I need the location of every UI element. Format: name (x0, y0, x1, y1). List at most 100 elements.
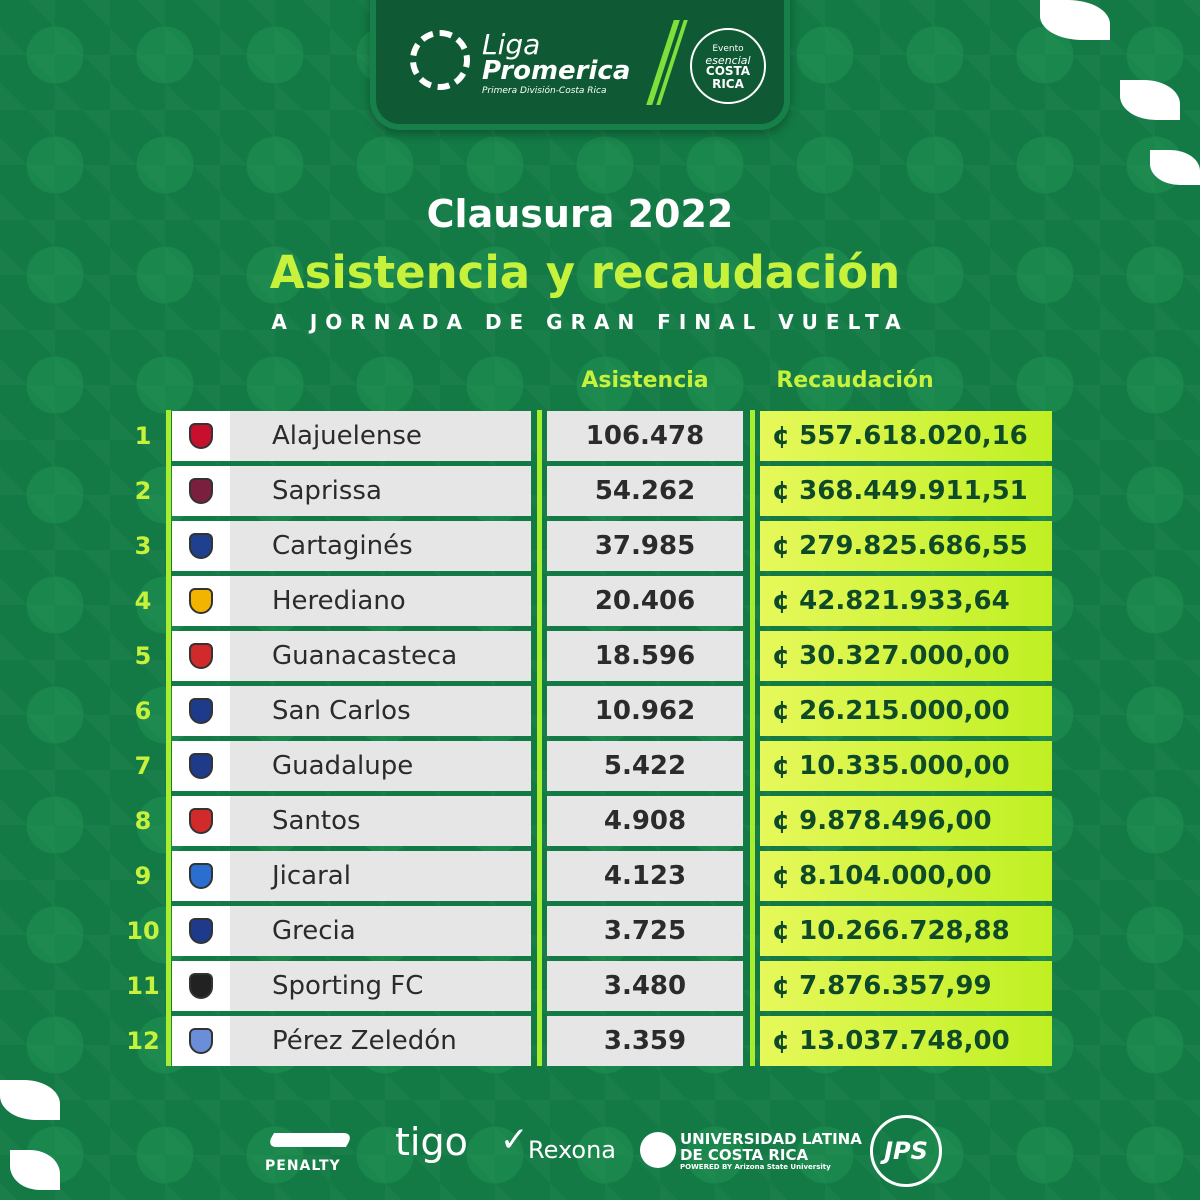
revenue-value: ¢ 13.037.748,00 (760, 1016, 1052, 1066)
revenue-value: ¢ 26.215.000,00 (760, 686, 1052, 736)
team-crest-icon (172, 631, 230, 681)
team-name: Guanacasteca (272, 641, 458, 671)
rank-number: 9 (134, 862, 152, 890)
table-row-team: Cartaginés (172, 521, 531, 571)
rank-number: 12 (126, 1027, 160, 1055)
team-name: Alajuelense (272, 421, 422, 451)
column-divider (750, 410, 755, 1066)
team-name: Herediano (272, 586, 406, 616)
revenue-value: ¢ 10.335.000,00 (760, 741, 1052, 791)
team-crest-icon (172, 686, 230, 736)
team-crest-icon (172, 1016, 230, 1066)
rank-number: 5 (134, 642, 152, 670)
table-row-team: Herediano (172, 576, 531, 626)
team-name: Grecia (272, 916, 356, 946)
page-subtitle: Asistencia y recaudación (269, 246, 901, 299)
attendance-value: 4.908 (547, 796, 743, 846)
team-crest-icon (172, 521, 230, 571)
attendance-value: 10.962 (547, 686, 743, 736)
sponsor-ulatina: DE COSTA RICA (680, 1146, 809, 1164)
table-row-team: San Carlos (172, 686, 531, 736)
table-row-team: Jicaral (172, 851, 531, 901)
table-row-team: Saprissa (172, 466, 531, 516)
checkmark-icon: ✓ (500, 1120, 529, 1160)
column-divider (537, 410, 542, 1066)
revenue-value: ¢ 30.327.000,00 (760, 631, 1052, 681)
table-row-team: Pérez Zeledón (172, 1016, 531, 1066)
table-row-team: Guanacasteca (172, 631, 531, 681)
evento-text: COSTA (705, 64, 751, 78)
attendance-value: 18.596 (547, 631, 743, 681)
attendance-value: 20.406 (547, 576, 743, 626)
leaf-decoration (1120, 80, 1180, 120)
team-name: Santos (272, 806, 361, 836)
table-row-team: Santos (172, 796, 531, 846)
globe-icon (640, 1132, 676, 1168)
leaf-decoration (1150, 150, 1200, 185)
table-row-team: Guadalupe (172, 741, 531, 791)
sponsor-rexona: Rexona (528, 1136, 617, 1164)
team-crest-icon (172, 741, 230, 791)
attendance-value: 5.422 (547, 741, 743, 791)
sponsor-ulatina: POWERED BY Arizona State University (680, 1163, 831, 1171)
attendance-value: 37.985 (547, 521, 743, 571)
table-row-team: Grecia (172, 906, 531, 956)
sponsor-penalty: PENALTY (265, 1158, 341, 1174)
attendance-value: 3.725 (547, 906, 743, 956)
penalty-logo-icon (265, 1133, 355, 1147)
attendance-value: 3.359 (547, 1016, 743, 1066)
rank-number: 1 (134, 422, 152, 450)
rank-number: 10 (126, 917, 160, 945)
team-name: Saprissa (272, 476, 382, 506)
revenue-value: ¢ 7.876.357,99 (760, 961, 1052, 1011)
rank-number: 6 (134, 697, 152, 725)
rank-number: 2 (134, 477, 152, 505)
team-crest-icon (172, 796, 230, 846)
team-name: Jicaral (272, 861, 351, 891)
column-header-revenue: Recaudación (776, 368, 934, 393)
team-name: Guadalupe (272, 751, 414, 781)
revenue-value: ¢ 9.878.496,00 (760, 796, 1052, 846)
sponsor-ulatina: UNIVERSIDAD LATINA (680, 1130, 862, 1148)
sponsor-jps: JPS (870, 1115, 942, 1187)
revenue-value: ¢ 10.266.728,88 (760, 906, 1052, 956)
table-row-team: Alajuelense (172, 411, 531, 461)
team-crest-icon (172, 466, 230, 516)
column-header-attendance: Asistencia (581, 368, 709, 393)
revenue-value: ¢ 42.821.933,64 (760, 576, 1052, 626)
page-tagline: A JORNADA DE GRAN FINAL VUELTA (271, 310, 909, 334)
liga-swirl-icon (410, 30, 470, 90)
leaf-decoration (1040, 0, 1110, 40)
evento-text: esencial (705, 54, 751, 67)
liga-logo-text: Liga (482, 28, 541, 61)
leaf-decoration (10, 1150, 60, 1190)
revenue-value: ¢ 279.825.686,55 (760, 521, 1052, 571)
evento-text: RICA (712, 77, 744, 91)
rank-number: 8 (134, 807, 152, 835)
team-crest-icon (172, 411, 230, 461)
team-crest-icon (172, 576, 230, 626)
team-name: San Carlos (272, 696, 411, 726)
team-name: Cartaginés (272, 531, 413, 561)
team-crest-icon (172, 851, 230, 901)
team-name: Sporting FC (272, 971, 424, 1001)
liga-logo-text: Promerica (482, 56, 631, 86)
attendance-value: 4.123 (547, 851, 743, 901)
rank-number: 3 (134, 532, 152, 560)
leaf-decoration (0, 1080, 60, 1120)
team-name: Pérez Zeledón (272, 1026, 457, 1056)
attendance-value: 54.262 (547, 466, 743, 516)
revenue-value: ¢ 8.104.000,00 (760, 851, 1052, 901)
attendance-value: 106.478 (547, 411, 743, 461)
revenue-value: ¢ 557.618.020,16 (760, 411, 1052, 461)
column-divider (166, 410, 171, 1066)
attendance-value: 3.480 (547, 961, 743, 1011)
rank-number: 11 (126, 972, 160, 1000)
liga-logo-subtext: Primera División-Costa Rica (482, 86, 607, 96)
revenue-value: ¢ 368.449.911,51 (760, 466, 1052, 516)
rank-number: 7 (134, 752, 152, 780)
page-title: Clausura 2022 (426, 192, 734, 236)
team-crest-icon (172, 961, 230, 1011)
rank-number: 4 (134, 587, 152, 615)
sponsor-tigo: tigo (395, 1120, 468, 1164)
